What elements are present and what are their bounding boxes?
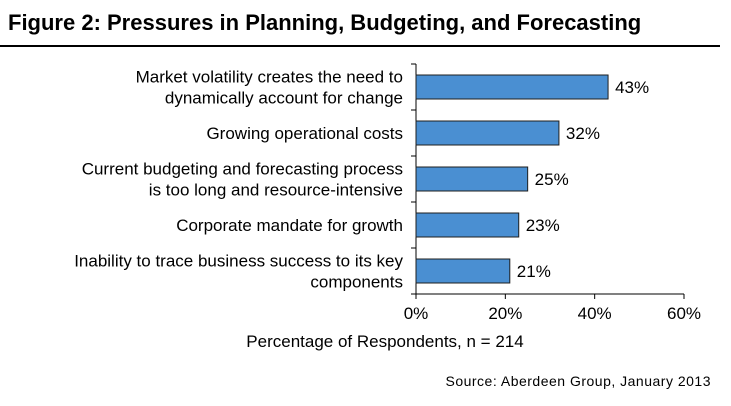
bar [415, 166, 529, 192]
title-divider [0, 45, 720, 47]
data-label: 43% [615, 78, 649, 97]
data-label: 23% [526, 216, 560, 235]
category-label: is too long and resource-intensive [149, 181, 403, 200]
figure-title: Figure 2: Pressures in Planning, Budgeti… [8, 10, 642, 35]
source-note: Source: Aberdeen Group, January 2013 [445, 373, 711, 389]
x-tick-label: 40% [578, 304, 612, 323]
category-label: Corporate mandate for growth [176, 216, 403, 235]
data-label: 32% [566, 124, 600, 143]
category-label: Market volatility creates the need to [136, 68, 403, 87]
x-tick-label: 0% [404, 304, 429, 323]
x-tick-label: 20% [488, 304, 522, 323]
bar [415, 212, 520, 238]
category-label: Growing operational costs [206, 124, 403, 143]
bar [415, 120, 560, 146]
data-label: 25% [535, 170, 569, 189]
category-label: dynamically account for change [165, 89, 403, 108]
x-tick-label: 60% [667, 304, 701, 323]
bar [415, 258, 511, 284]
bar [415, 74, 609, 100]
data-label: 21% [517, 262, 551, 281]
x-axis-title: Percentage of Respondents, n = 214 [246, 332, 523, 351]
category-label: Inability to trace business success to i… [74, 252, 403, 271]
category-label: components [310, 273, 403, 292]
category-label: Current budgeting and forecasting proces… [82, 160, 403, 179]
